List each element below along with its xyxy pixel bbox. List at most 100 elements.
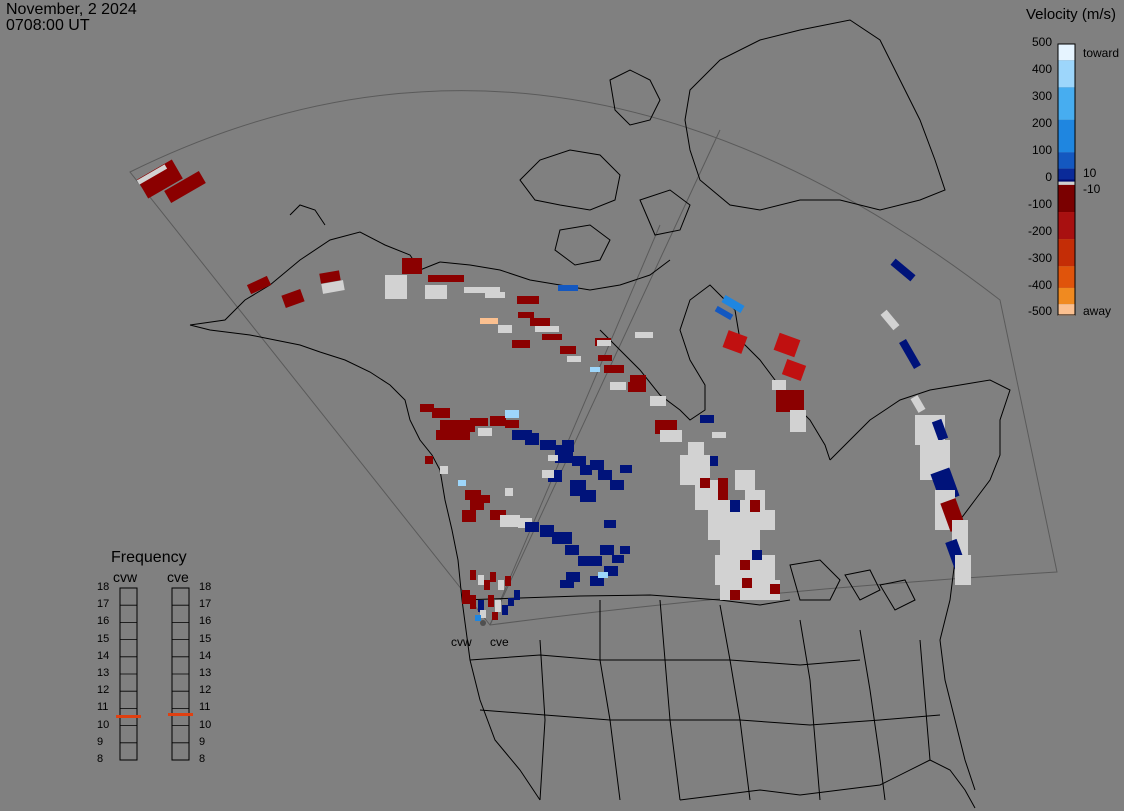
velocity-cell	[505, 420, 519, 428]
velocity-cell	[525, 522, 539, 532]
velocity-cell	[955, 555, 971, 585]
velocity-cell	[490, 510, 506, 520]
radar-sites	[480, 620, 486, 626]
colorbar-segment	[1058, 184, 1075, 213]
velocity-cell	[470, 418, 488, 426]
velocity-cell	[498, 325, 512, 333]
velocity-cell	[610, 480, 624, 490]
velocity-cell	[760, 510, 775, 530]
velocity-cell	[505, 410, 519, 418]
velocity-cell	[704, 456, 718, 466]
velocity-cell	[650, 396, 666, 406]
frequency-tick-label: 15	[199, 632, 212, 645]
frequency-tick-label: 18	[199, 581, 212, 593]
velocity-cell	[566, 572, 580, 582]
velocity-cell	[462, 510, 476, 522]
frequency-tick-label: 10	[97, 718, 110, 731]
velocity-tick: -300	[1027, 251, 1052, 265]
velocity-cell	[660, 430, 682, 442]
velocity-cell	[714, 305, 734, 321]
away-label: away	[1083, 304, 1112, 318]
colorbar-segment	[1058, 87, 1075, 120]
velocity-cell	[598, 355, 612, 361]
frequency-tick-label: 9	[97, 735, 104, 748]
colorbar-segment	[1058, 304, 1075, 315]
frequency-title: Frequency	[111, 549, 187, 566]
velocity-cell	[508, 598, 514, 606]
colorbar-segment	[1058, 266, 1075, 288]
velocity-tick-near-zero: 10	[1083, 166, 1097, 180]
radar-label-cve: cve	[490, 635, 509, 649]
velocity-cell	[610, 382, 626, 390]
velocity-cell	[484, 580, 490, 590]
frequency-tick-label: 13	[199, 667, 212, 679]
colorbar-segment	[1058, 168, 1075, 180]
velocity-cell	[480, 495, 490, 503]
velocity-cell	[281, 288, 305, 309]
velocity-cell	[880, 309, 900, 331]
velocity-cell	[700, 415, 714, 423]
velocity-cell	[899, 339, 921, 369]
frequency-tick-label: 16	[199, 615, 212, 628]
velocity-tick: 0	[1045, 170, 1052, 184]
velocity-cell	[319, 270, 341, 284]
velocity-tick: -100	[1027, 197, 1052, 211]
velocity-cell	[688, 442, 704, 456]
frequency-tick-label: 11	[199, 701, 211, 714]
frequency-tick-label: 13	[97, 667, 110, 679]
velocity-tick: -500	[1027, 304, 1052, 318]
velocity-cell	[455, 424, 475, 432]
velocity-cell	[890, 258, 916, 282]
velocity-cell	[567, 356, 581, 362]
date-label: November, 2 2024	[6, 1, 137, 18]
frequency-panel	[116, 587, 193, 761]
frequency-tick-label: 17	[97, 598, 110, 611]
velocity-cell	[485, 292, 505, 298]
velocity-cell	[620, 546, 630, 554]
velocity-cell	[552, 532, 572, 544]
velocity-cell	[721, 295, 745, 313]
velocity-cell	[752, 550, 762, 560]
toward-label: toward	[1083, 46, 1120, 60]
colorbar-segment	[1058, 287, 1075, 305]
velocity-cell	[540, 525, 554, 537]
velocity-cell	[781, 359, 807, 381]
frequency-tick-label: 12	[97, 684, 110, 697]
velocity-cell	[612, 555, 624, 563]
velocity-cell	[492, 612, 498, 620]
velocity-cell	[542, 470, 554, 478]
frequency-tick-label: 14	[97, 649, 110, 662]
velocity-cell	[776, 390, 804, 412]
velocity-colorbar	[1057, 43, 1076, 316]
velocity-cell	[718, 478, 728, 500]
velocity-cell	[931, 418, 949, 442]
velocity-cell	[580, 490, 596, 502]
velocity-cell	[462, 590, 470, 604]
time-label: 0708:00 UT	[6, 17, 90, 34]
colorbar-segment	[1058, 212, 1075, 240]
velocity-cell	[735, 470, 755, 490]
velocity-tick: 500	[1031, 35, 1052, 49]
colorbar-segment	[1058, 60, 1075, 88]
velocity-cell	[772, 380, 786, 390]
velocity-cell	[590, 367, 600, 372]
velocity-cell	[590, 556, 602, 566]
velocity-cell	[750, 500, 760, 512]
velocity-scale-title: Velocity (m/s)	[1025, 6, 1116, 23]
velocity-cell	[542, 334, 562, 340]
velocity-cell	[321, 280, 345, 294]
colorbar-segment	[1058, 44, 1075, 61]
velocity-cell	[604, 520, 616, 528]
frequency-tick-label: 10	[199, 718, 212, 731]
radar-label-cvw: cvw	[451, 635, 472, 649]
velocity-cell	[562, 440, 574, 452]
velocity-tick: 200	[1031, 116, 1052, 130]
velocity-cell	[420, 404, 434, 412]
velocity-cell	[590, 460, 604, 470]
velocity-cell	[535, 326, 559, 332]
velocity-cell	[530, 318, 550, 326]
velocity-cell	[470, 570, 476, 580]
frequency-tick-label: 14	[199, 649, 212, 662]
frequency-tick-label: 16	[97, 615, 110, 628]
